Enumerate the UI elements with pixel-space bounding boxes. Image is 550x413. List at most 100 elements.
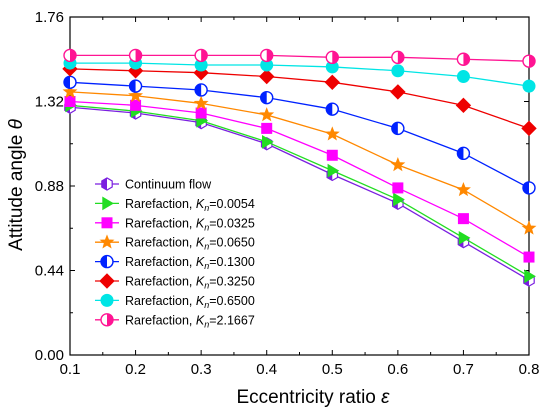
data-point xyxy=(524,269,536,284)
data-point xyxy=(128,87,144,103)
legend-item: Rarefaction, Kn=0.6500 xyxy=(95,293,255,310)
legend-marker xyxy=(99,234,115,249)
legend-marker xyxy=(100,293,114,307)
legend-item: Rarefaction, Kn=0.0325 xyxy=(95,216,255,232)
data-point xyxy=(455,182,471,197)
legend-label: Rarefaction, Kn=2.1667 xyxy=(125,313,255,329)
x-tick-label: 0.3 xyxy=(191,361,212,378)
data-point xyxy=(261,122,273,134)
data-point xyxy=(260,90,274,105)
data-point xyxy=(260,48,274,63)
data-point xyxy=(393,192,405,207)
data-point xyxy=(193,95,209,110)
data-point xyxy=(521,220,537,235)
x-tick-label: 0.6 xyxy=(387,361,408,378)
y-tick-label: 0.88 xyxy=(35,178,64,195)
data-point xyxy=(195,107,207,119)
data-point xyxy=(64,96,76,107)
data-point xyxy=(62,84,78,99)
series-line xyxy=(69,81,530,189)
data-point xyxy=(130,99,142,111)
series-line xyxy=(69,104,530,277)
series-line xyxy=(69,68,530,130)
series-7 xyxy=(63,48,536,68)
data-point xyxy=(521,120,537,137)
data-point xyxy=(522,54,536,68)
x-tick-label: 0.8 xyxy=(519,361,540,378)
data-point xyxy=(456,146,471,161)
legend: Continuum flow Rarefaction, Kn=0.0054 Rare… xyxy=(95,177,255,329)
x-axis-title: Eccentricity ratio ε xyxy=(236,387,390,408)
legend-item: Rarefaction, Kn=0.0054 xyxy=(95,196,255,213)
data-point xyxy=(456,52,471,66)
series-line xyxy=(69,100,530,258)
x-tick-label: 0.5 xyxy=(322,361,343,378)
data-point xyxy=(390,157,406,172)
legend-item: Rarefaction, Kn=2.1667 xyxy=(95,313,255,329)
data-point xyxy=(457,213,469,225)
x-tick-label: 0.2 xyxy=(125,361,146,378)
series-2 xyxy=(64,96,535,263)
x-tick-label: 0.4 xyxy=(256,361,277,378)
legend-label: Rarefaction, Kn=0.1300 xyxy=(125,255,255,271)
series-1 xyxy=(65,98,536,284)
data-point xyxy=(194,83,208,97)
data-point xyxy=(392,182,404,194)
legend-marker xyxy=(101,177,113,191)
data-point xyxy=(455,97,472,114)
series-4 xyxy=(63,75,536,195)
x-tick-label: 0.1 xyxy=(60,361,81,378)
data-point xyxy=(390,84,406,100)
legend-label: Rarefaction, Kn=0.0054 xyxy=(125,197,255,213)
data-point xyxy=(327,163,340,178)
data-point xyxy=(326,149,338,161)
data-point xyxy=(391,121,405,136)
y-tick-label: 0.00 xyxy=(35,347,64,364)
legend-marker xyxy=(101,217,113,229)
y-axis-title: Attitude angle θ xyxy=(6,118,27,250)
data-point xyxy=(325,102,339,116)
data-point xyxy=(262,134,274,149)
data-point xyxy=(324,74,340,91)
legend-item: Rarefaction, Kn=0.3250 xyxy=(95,273,255,291)
data-point xyxy=(522,181,536,195)
series-line xyxy=(69,106,530,281)
y-tick-label: 1.76 xyxy=(35,9,64,26)
x-tick-label: 0.7 xyxy=(453,361,474,378)
legend-label: Rarefaction, Kn=0.6500 xyxy=(125,294,255,310)
data-point xyxy=(259,107,275,122)
legend-marker xyxy=(100,313,114,327)
legend-marker xyxy=(102,196,114,211)
legend-label: Rarefaction, Kn=0.3250 xyxy=(125,275,255,291)
legend-marker xyxy=(100,254,114,269)
legend-label: Continuum flow xyxy=(125,178,212,192)
data-point xyxy=(259,68,275,85)
series-layer xyxy=(62,48,537,287)
data-point xyxy=(391,50,405,65)
axes: 0.1 0.2 0.3 0.4 0.5 0.6 0.7 0.8 0.00 0.44 0.88 1.32… xyxy=(35,9,540,378)
y-tick-label: 0.44 xyxy=(35,263,64,280)
series-line xyxy=(70,54,530,62)
data-point xyxy=(194,48,208,63)
data-point xyxy=(128,79,143,93)
legend-item: Rarefaction, Kn=0.0650 xyxy=(95,234,255,252)
data-point xyxy=(128,48,143,63)
data-point xyxy=(391,64,405,78)
y-tick-label: 1.32 xyxy=(35,94,64,111)
series-line xyxy=(69,91,530,229)
legend-label: Rarefaction, Kn=0.0325 xyxy=(125,216,255,232)
data-point xyxy=(456,70,470,84)
legend-marker xyxy=(99,273,115,289)
series-line xyxy=(70,62,530,87)
data-point xyxy=(324,126,340,141)
data-point xyxy=(325,50,339,65)
data-point xyxy=(523,251,535,263)
data-point xyxy=(63,48,77,63)
data-point xyxy=(458,230,471,245)
legend-label: Rarefaction, Kn=0.0650 xyxy=(125,236,255,252)
data-point xyxy=(63,75,77,89)
data-point xyxy=(522,79,536,93)
series-3 xyxy=(62,84,537,235)
legend-item: Rarefaction, Kn=0.1300 xyxy=(95,254,255,271)
